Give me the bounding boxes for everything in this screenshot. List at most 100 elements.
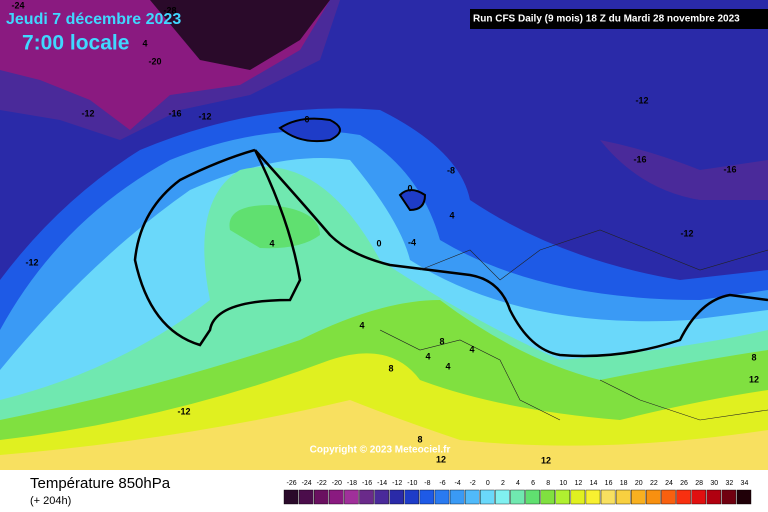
colorbar-tick-label: -26	[286, 480, 296, 487]
colorbar: -26 -24 -22 -20 -18 -16 -14 -12 -10 -8 -6 -4 -2 0 2 4 6 8…	[283, 480, 752, 505]
colorbar-swatch	[676, 489, 691, 505]
colorbar-tick-label: -2	[470, 480, 476, 487]
colorbar-tick-label: -14	[377, 480, 387, 487]
contour-label: 0	[376, 238, 381, 248]
run-box	[470, 9, 768, 29]
colorbar-swatch	[631, 489, 646, 505]
contour-label: 8	[417, 434, 422, 444]
colorbar-tick-label: -20	[332, 480, 342, 487]
colorbar-tick-label: 28	[695, 480, 703, 487]
colorbar-swatch	[298, 489, 314, 505]
contour-label: 8	[388, 363, 393, 373]
colorbar-tick-label: -22	[317, 480, 327, 487]
contour-label: 4	[359, 320, 364, 330]
contour-label: 12	[436, 454, 446, 464]
colorbar-swatch	[661, 489, 676, 505]
footer-lead: (+ 204h)	[30, 495, 71, 507]
contour-label: -16	[633, 154, 646, 164]
colorbar-swatch	[721, 489, 737, 505]
contour-label: -12	[635, 95, 648, 105]
colorbar-tick-label: 6	[531, 480, 535, 487]
zero-isotherm	[133, 148, 768, 358]
colorbar-tick-label: 8	[546, 480, 550, 487]
field-coldest	[150, 0, 330, 70]
colorbar-tick-label: -24	[302, 480, 312, 487]
colorbar-swatch	[585, 489, 601, 505]
colorbar-tick-label: 4	[516, 480, 520, 487]
colorbar-tick-label: -4	[454, 480, 460, 487]
colorbar-swatch	[495, 489, 510, 505]
colorbar-swatch	[570, 489, 586, 505]
contour-label: 12	[541, 455, 551, 465]
colorbar-swatch	[329, 489, 344, 505]
colorbar-swatch	[646, 489, 661, 505]
colorbar-swatch	[525, 489, 540, 505]
colorbar-swatch	[313, 489, 329, 505]
colorbar-tick-label: 26	[680, 480, 688, 487]
footer-title: Température 850hPa	[30, 475, 171, 492]
contour-label: -24	[11, 0, 24, 10]
contour-label: -28	[163, 5, 176, 15]
contour-label: -20	[148, 56, 161, 66]
field-warmest	[0, 400, 768, 470]
colorbar-tick-label: 12	[574, 480, 582, 487]
colorbar-tick-label: 30	[710, 480, 718, 487]
colorbar-swatch	[404, 489, 420, 505]
contour-label: -16	[168, 108, 181, 118]
colorbar-swatch	[449, 489, 465, 505]
colorbar-tick-label: 16	[605, 480, 613, 487]
contour-label: 4	[269, 238, 274, 248]
contour-label: -16	[723, 164, 736, 174]
colorbar-swatch	[344, 489, 359, 505]
colorbar-swatch	[359, 489, 374, 505]
colorbar-tick-label: 22	[650, 480, 658, 487]
contour-label: 4	[449, 210, 454, 220]
colorbar-swatch	[555, 489, 571, 505]
colorbar-swatch	[540, 489, 555, 505]
colorbar-swatch	[510, 489, 525, 505]
contour-label: 12	[749, 374, 759, 384]
colorbar-swatch	[434, 489, 450, 505]
temperature-field	[0, 0, 768, 470]
colorbar-swatch	[600, 489, 616, 505]
contour-label: 4	[469, 344, 474, 354]
contour-label: -12	[177, 406, 190, 416]
colorbar-swatch	[691, 489, 706, 505]
contour-label: -12	[198, 111, 211, 121]
colorbar-tick-label: 34	[741, 480, 749, 487]
contour-label: 0	[304, 114, 309, 124]
colorbar-tick-label: 18	[620, 480, 628, 487]
colorbar-swatch	[283, 489, 299, 505]
coastline	[379, 229, 768, 421]
colorbar-swatch	[464, 489, 480, 505]
contour-label: -12	[680, 228, 693, 238]
colorbar-swatch	[374, 489, 389, 505]
colorbar-tick-label: 14	[590, 480, 598, 487]
colorbar-tick-label: 0	[486, 480, 490, 487]
colorbar-tick-label: -10	[407, 480, 417, 487]
field-warm-core	[229, 205, 320, 249]
contour-label: -12	[81, 108, 94, 118]
colorbar-swatch	[419, 489, 435, 505]
field-cold-east	[600, 140, 768, 200]
colorbar-tick-label: -6	[439, 480, 445, 487]
time-label: 7:00 locale	[22, 32, 129, 55]
contour-label: 0	[407, 183, 412, 193]
colorbar-tick-label: -18	[347, 480, 357, 487]
contour-label: -4	[408, 237, 416, 247]
colorbar-swatch	[706, 489, 722, 505]
contour-label: 8	[751, 352, 756, 362]
colorbar-tick-label: 10	[559, 480, 567, 487]
colorbar-tick-label: 32	[725, 480, 733, 487]
contour-label: 4	[425, 351, 430, 361]
copyright: Copyright © 2023 Meteociel.fr	[310, 445, 451, 456]
island-contour	[278, 117, 427, 212]
contour-label: 4	[142, 38, 147, 48]
contour-label: -8	[447, 165, 455, 175]
colorbar-swatch	[736, 489, 752, 505]
run-label: Run CFS Daily (9 mois) 18 Z du Mardi 28 …	[473, 14, 740, 25]
contour-label: -12	[25, 257, 38, 267]
colorbar-tick-label: -12	[392, 480, 402, 487]
